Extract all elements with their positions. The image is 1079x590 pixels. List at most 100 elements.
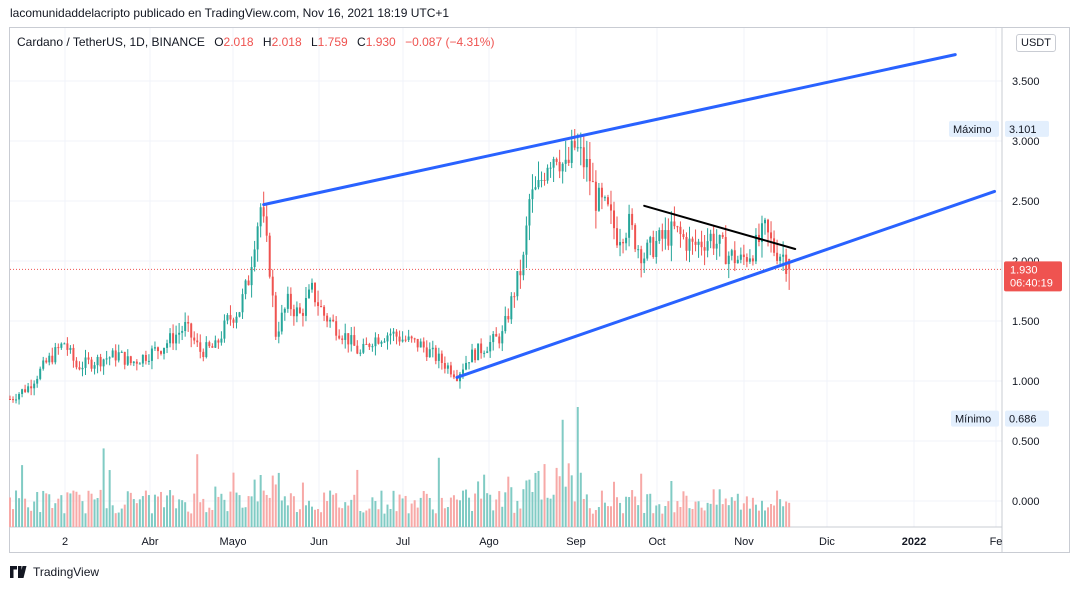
volume-bar <box>628 497 631 527</box>
volume-bar <box>338 507 341 527</box>
candle-body <box>365 343 368 345</box>
x-tick-label: Abr <box>141 536 158 548</box>
candle-body <box>688 238 691 251</box>
candle-body <box>628 213 631 238</box>
candle-body <box>528 199 531 226</box>
candle-body <box>226 315 229 321</box>
volume-bar <box>389 508 392 527</box>
volume-bar <box>223 499 226 527</box>
volume-bar <box>347 505 350 527</box>
candle-body <box>51 355 54 363</box>
candle-body <box>579 147 582 149</box>
candle-body <box>36 378 39 384</box>
volume-bar <box>742 503 745 527</box>
candles <box>9 129 791 405</box>
volume-bar <box>295 512 298 527</box>
candle-body <box>238 312 241 317</box>
volume-bar <box>199 502 202 527</box>
candle-body <box>54 347 57 363</box>
candle-body <box>634 225 637 250</box>
min-value: 0.686 <box>1009 414 1037 426</box>
volume-bar <box>356 469 359 527</box>
y-tick-label: 0.500 <box>1012 436 1040 448</box>
volume-bar <box>175 508 178 527</box>
volume-bar <box>193 493 196 527</box>
candle-body <box>727 255 730 265</box>
candle-body <box>380 341 383 344</box>
candle-body <box>452 374 455 378</box>
x-tick-label: Sep <box>566 536 586 548</box>
volume-bar <box>341 508 344 527</box>
last-price-badge <box>1004 261 1062 292</box>
volume-bar <box>443 508 446 527</box>
volume-bar <box>362 512 365 527</box>
candle-body <box>389 333 392 336</box>
candle-body <box>543 179 546 181</box>
candle-body <box>419 341 422 348</box>
volume-bar <box>211 509 214 527</box>
volume-bar <box>84 513 87 527</box>
volume-bar <box>709 503 712 527</box>
candle-body <box>616 228 619 246</box>
symbol-legend[interactable]: Cardano / TetherUS, 1D, BINANCE O2.018 H… <box>17 35 494 49</box>
volume-bar <box>386 504 389 527</box>
volume-bar <box>455 499 458 527</box>
volume-bar <box>495 499 498 527</box>
candle-body <box>126 356 129 365</box>
volume-bar <box>42 490 45 527</box>
volume-bar <box>93 499 96 527</box>
volume-bar <box>715 504 718 527</box>
volume-bar <box>788 502 791 527</box>
volume-bar <box>555 467 558 527</box>
symbol-name: Cardano / TetherUS, 1D, BINANCE <box>17 35 205 49</box>
volume-bar <box>422 490 425 527</box>
currency-unit-button[interactable]: USDT <box>1016 34 1056 52</box>
candle-body <box>712 233 715 249</box>
volume-bar <box>465 489 468 527</box>
volume-bar <box>760 500 763 527</box>
volume-bar <box>220 493 223 527</box>
candle-body <box>205 342 208 358</box>
max-label-bg <box>949 120 999 137</box>
volume-bar <box>271 475 274 527</box>
candle-body <box>320 306 323 308</box>
volume-bar <box>350 499 353 527</box>
candle-body <box>670 221 673 246</box>
max-value: 3.101 <box>1009 124 1037 136</box>
candle-body <box>733 250 736 264</box>
x-tick-label: Nov <box>734 536 754 548</box>
volume-bar <box>679 506 682 527</box>
candle-body <box>715 243 718 249</box>
candle-body <box>745 257 748 262</box>
candle-body <box>181 330 184 333</box>
high-value: 2.018 <box>271 35 302 49</box>
candle-body <box>691 238 694 242</box>
volume-bar <box>706 502 709 527</box>
volume-bar <box>597 507 600 527</box>
volume-bar <box>178 499 181 527</box>
volume-bar <box>767 507 770 527</box>
volume-bar <box>458 500 461 527</box>
candle-body <box>69 347 72 350</box>
brand-name: TradingView <box>33 565 100 579</box>
volume-bar <box>637 505 640 527</box>
candle-body <box>214 340 217 348</box>
candle-body <box>468 362 471 364</box>
countdown-value: 06:40:19 <box>1010 277 1053 289</box>
candle-body <box>178 332 181 335</box>
candle-body <box>160 351 162 354</box>
candle-body <box>24 389 27 392</box>
candle-body <box>353 335 356 346</box>
volume-bar <box>289 493 292 527</box>
candle-body <box>15 399 18 401</box>
tradingview-brand[interactable]: TradingView <box>10 565 99 579</box>
volume-bar <box>277 472 280 527</box>
volume-bar <box>619 502 622 527</box>
candle-body <box>767 219 770 233</box>
candle-body <box>292 309 295 317</box>
volume-bar <box>96 498 99 527</box>
x-tick-label: Oct <box>648 536 665 548</box>
volume-bar <box>721 504 724 527</box>
